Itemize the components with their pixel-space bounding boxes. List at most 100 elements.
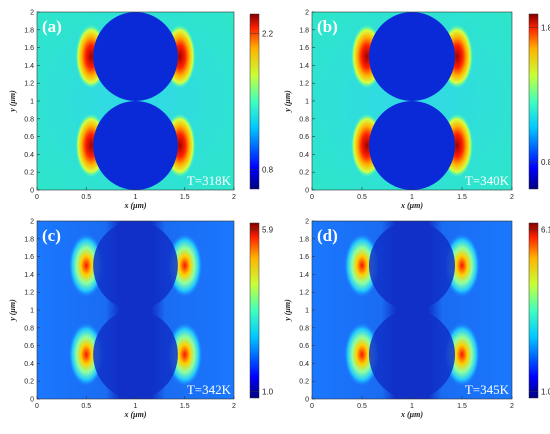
y-tick-label: 2 [30, 10, 34, 17]
heatmap-panel-4: 0 0.5 1 1.5 2 0 0.2 0.4 0.6 0.8 1 1.2 1.4 1.6 1.8 2 x (μ… [283, 219, 550, 420]
hot-zone-1 [344, 233, 380, 298]
x-tick-label: 1.5 [457, 194, 467, 201]
y-tick-label: 1.4 [299, 63, 309, 70]
y-axis-label: y (μm) [283, 299, 292, 322]
heatmap-field [312, 12, 512, 190]
y-tick-label: 1.2 [24, 81, 34, 88]
hot-zone-3 [68, 322, 104, 387]
x-tick-label: 0.5 [81, 403, 91, 410]
sphere-region-1 [93, 101, 178, 190]
x-axis-label: x (μm) [400, 410, 423, 419]
x-tick-label: 0 [310, 403, 314, 410]
x-tick-label: 1 [410, 194, 414, 201]
y-axis-label: y (μm) [283, 90, 292, 113]
y-tick-label: 1.6 [24, 254, 34, 261]
hot-zone-4 [167, 322, 203, 387]
y-tick-label: 1.6 [299, 254, 309, 261]
x-tick-label: 2 [510, 403, 514, 410]
panel-label: (b) [317, 17, 338, 36]
colorbar [528, 13, 539, 190]
colorbar-tick-label: 1.0 [262, 387, 274, 396]
y-tick-label: 0.2 [24, 170, 34, 177]
sphere-region-1 [369, 310, 455, 399]
y-axis-label: y (μm) [8, 299, 17, 322]
y-tick-label: 0.2 [299, 170, 309, 177]
hot-zone-2 [444, 233, 480, 298]
hot-zone-1 [68, 233, 104, 298]
x-axis-label: x (μm) [400, 201, 423, 210]
x-tick-label: 2 [510, 194, 514, 201]
hot-zone-2 [167, 233, 203, 298]
y-tick-label: 1 [30, 308, 34, 315]
y-tick-label: 1.8 [299, 27, 309, 34]
x-axis-label: x (μm) [124, 201, 147, 210]
heatmap-field [37, 12, 234, 190]
x-tick-label: 2 [232, 403, 236, 410]
y-tick-label: 1.4 [24, 272, 34, 279]
y-tick-label: 1.2 [24, 290, 34, 297]
temperature-annotation: T=340K [465, 173, 510, 188]
panel-label: (d) [317, 226, 338, 245]
y-tick-label: 1.2 [299, 81, 309, 88]
y-tick-label: 0.6 [299, 134, 309, 141]
x-tick-label: 0 [35, 403, 39, 410]
heatmap-panel-1: 0 0.5 1 1.5 2 0 0.2 0.4 0.6 0.8 1 1.2 1.4 1.6 1.8 2 x (μ… [8, 10, 274, 211]
heatmap-field [37, 221, 234, 399]
sphere-region-2 [93, 221, 178, 310]
y-tick-label: 0.8 [24, 325, 34, 332]
panel-label: (c) [42, 226, 61, 245]
y-tick-label: 0.8 [299, 116, 309, 123]
y-tick-label: 0 [30, 188, 34, 195]
sphere-region-2 [93, 12, 178, 101]
colorbar-tick-label: 5.9 [262, 226, 274, 235]
y-tick-label: 1.6 [299, 45, 309, 52]
y-tick-label: 1.4 [299, 272, 309, 279]
colorbar-tick-label: 0.8 [262, 166, 274, 175]
y-tick-label: 0.6 [24, 134, 34, 141]
sphere-region-2 [369, 12, 455, 101]
x-tick-label: 0.5 [81, 194, 91, 201]
hot-zone-3 [344, 322, 380, 387]
temperature-annotation: T=345K [465, 382, 510, 397]
colorbar-tick-label: 2.2 [262, 29, 274, 38]
y-tick-label: 0.4 [24, 361, 34, 368]
colorbar [249, 222, 260, 399]
y-tick-label: 1.6 [24, 45, 34, 52]
y-tick-label: 1.8 [299, 236, 309, 243]
x-tick-label: 1 [134, 403, 138, 410]
y-tick-label: 1.8 [24, 236, 34, 243]
sphere-region-1 [369, 101, 455, 190]
y-tick-label: 1 [30, 99, 34, 106]
colorbar-tick-label: 6.1 [541, 225, 550, 234]
y-tick-label: 0.4 [299, 152, 309, 159]
y-tick-label: 1 [305, 99, 309, 106]
x-tick-label: 1 [134, 194, 138, 201]
y-tick-label: 1.4 [24, 63, 34, 70]
colorbar-tick-label: 1.8 [541, 23, 550, 32]
y-tick-label: 0.8 [299, 325, 309, 332]
y-tick-label: 0.6 [24, 343, 34, 350]
y-tick-label: 0.2 [24, 379, 34, 386]
y-tick-label: 2 [305, 219, 309, 226]
colorbar-tick-label: 0.8 [541, 158, 550, 167]
y-tick-label: 0.4 [299, 361, 309, 368]
colorbar [528, 222, 539, 399]
x-tick-label: 0.5 [357, 403, 367, 410]
x-axis-label: x (μm) [124, 410, 147, 419]
sphere-region-2 [369, 221, 455, 310]
y-tick-label: 1.8 [24, 27, 34, 34]
y-tick-label: 0 [305, 188, 309, 195]
y-tick-label: 2 [30, 219, 34, 226]
sphere-region-1 [93, 310, 178, 399]
y-tick-label: 0.2 [299, 379, 309, 386]
y-tick-label: 2 [305, 10, 309, 17]
x-tick-label: 1.5 [457, 403, 467, 410]
y-tick-label: 0 [30, 397, 34, 404]
y-axis-label: y (μm) [8, 90, 17, 113]
temperature-annotation: T=342K [187, 382, 232, 397]
x-tick-label: 0 [35, 194, 39, 201]
x-tick-label: 1.5 [180, 403, 190, 410]
y-tick-label: 0.8 [24, 116, 34, 123]
x-tick-label: 0.5 [357, 194, 367, 201]
